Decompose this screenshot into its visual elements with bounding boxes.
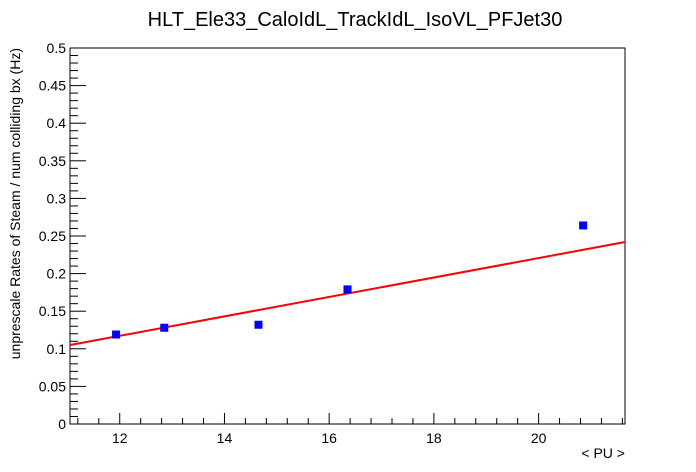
data-point — [579, 221, 588, 230]
x-tick-label: 12 — [112, 430, 128, 446]
y-tick-label: 0.4 — [47, 115, 67, 131]
chart-title: HLT_Ele33_CaloIdL_TrackIdL_IsoVL_PFJet30 — [148, 9, 563, 31]
y-tick-label: 0.3 — [47, 190, 67, 206]
y-tick-label: 0.5 — [47, 40, 67, 56]
y-tick-label: 0.1 — [47, 341, 67, 357]
x-tick-label: 14 — [217, 430, 233, 446]
y-axis-title: unprescale Rates of Steam / num collidin… — [7, 48, 23, 359]
plot-frame — [69, 47, 626, 425]
fit-line — [69, 241, 626, 347]
x-axis-title: < PU > — [581, 445, 625, 461]
y-tick-label: 0.25 — [39, 228, 66, 244]
y-axis-ticks: 0 0.05 0.1 0.15 0.2 0.25 0.3 0.35 0.4 0.45 0.5 — [39, 40, 86, 432]
data-point — [343, 285, 352, 294]
plot-area-border — [69, 47, 626, 425]
y-tick-label: 0.05 — [39, 378, 66, 394]
y-tick-label: 0.35 — [39, 153, 66, 169]
x-axis-ticks: 12 14 16 18 20 — [77, 413, 623, 446]
data-point — [254, 320, 263, 329]
x-tick-label: 18 — [426, 430, 442, 446]
y-tick-label: 0.15 — [39, 303, 66, 319]
data-point — [112, 330, 121, 339]
data-point — [160, 323, 169, 332]
fit-line-layer — [69, 241, 626, 347]
x-tick-label: 20 — [531, 430, 547, 446]
y-tick-label: 0.45 — [39, 78, 66, 94]
data-points-layer — [112, 221, 588, 339]
y-tick-label: 0.2 — [47, 266, 67, 282]
x-tick-label: 16 — [321, 430, 337, 446]
y-tick-label: 0 — [58, 416, 66, 432]
